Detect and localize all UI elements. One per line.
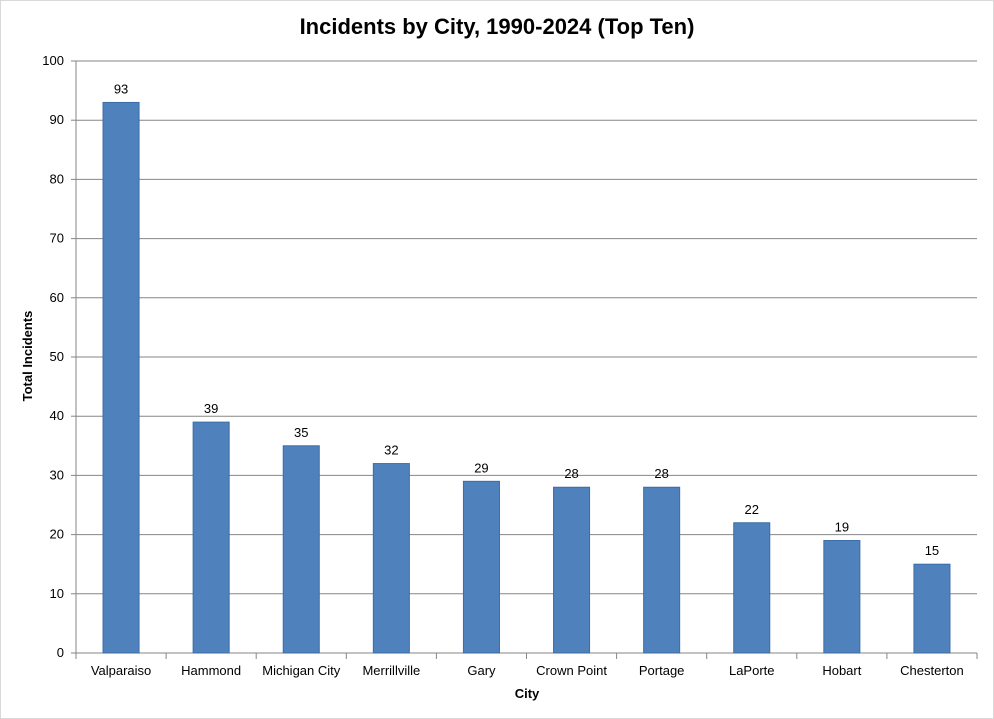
y-tick-label: 40 — [50, 408, 64, 423]
y-tick-label: 70 — [50, 231, 64, 246]
x-tick-label: Hammond — [181, 663, 241, 678]
x-tick-label: LaPorte — [729, 663, 775, 678]
data-label: 29 — [474, 460, 488, 475]
y-tick-label: 50 — [50, 349, 64, 364]
y-tick-label: 0 — [57, 645, 64, 660]
bar — [372, 463, 410, 654]
y-axis-label: Total Incidents — [20, 311, 35, 402]
y-tick-label: 100 — [42, 53, 64, 68]
y-tick-label: 20 — [50, 527, 64, 542]
data-labels: 93 39 35 32 29 28 28 22 19 15 — [114, 81, 939, 558]
data-label: 32 — [384, 443, 398, 458]
bar — [282, 445, 320, 654]
x-tick-label: Michigan City — [262, 663, 341, 678]
data-label: 15 — [925, 543, 939, 558]
data-label: 35 — [294, 425, 308, 440]
x-tick-label: Merrillville — [362, 663, 420, 678]
x-tick-label: Crown Point — [536, 663, 607, 678]
data-label: 39 — [204, 401, 218, 416]
y-tick-label: 90 — [50, 112, 64, 127]
y-tick-label: 10 — [50, 586, 64, 601]
bar — [913, 563, 951, 654]
bar — [192, 421, 230, 654]
bar — [462, 480, 500, 654]
bar — [102, 101, 140, 654]
data-label: 28 — [654, 466, 668, 481]
y-tick-labels: 0 10 20 30 40 50 60 70 80 90 100 — [42, 53, 64, 660]
x-tick-labels: Valparaiso Hammond Michigan City Merrillvil… — [91, 663, 964, 678]
bar — [823, 540, 861, 654]
y-tick-label: 30 — [50, 467, 64, 482]
data-label: 19 — [835, 520, 849, 535]
data-label: 93 — [114, 81, 128, 96]
bar — [643, 486, 681, 654]
x-tick-label: Gary — [467, 663, 496, 678]
bars — [102, 101, 951, 654]
data-label: 22 — [745, 502, 759, 517]
y-tick-label: 60 — [50, 290, 64, 305]
x-tick-label: Hobart — [822, 663, 861, 678]
data-label: 28 — [564, 466, 578, 481]
x-tick-label: Valparaiso — [91, 663, 151, 678]
x-tick-label: Portage — [639, 663, 685, 678]
x-axis-label: City — [515, 686, 540, 701]
bar — [553, 486, 591, 654]
bar — [733, 522, 771, 654]
x-tick-label: Chesterton — [900, 663, 964, 678]
y-tick-label: 80 — [50, 171, 64, 186]
chart-title: Incidents by City, 1990-2024 (Top Ten) — [299, 14, 695, 39]
